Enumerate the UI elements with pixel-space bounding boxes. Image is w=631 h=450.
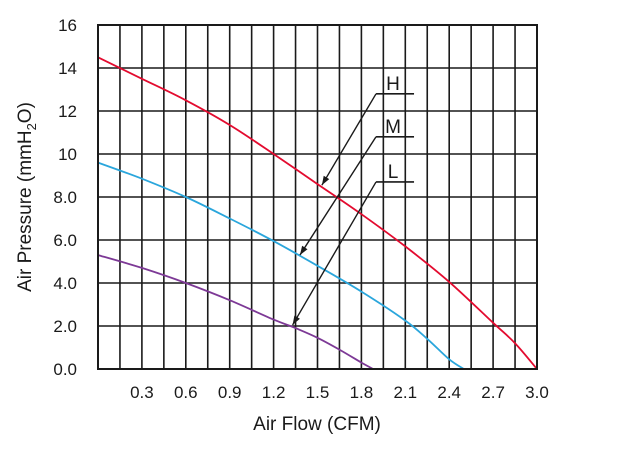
y-tick-label: 16 [58,16,77,35]
series-label-l: L [388,162,399,183]
series-label-h: H [386,74,400,95]
y-tick-label: 14 [58,59,77,78]
series-arrowhead-m [299,245,308,256]
series-arrowhead-l [292,315,300,325]
x-tick-label: 0.3 [130,383,154,402]
y-axis-title-suffix: O) [15,102,36,123]
x-axis-title: Air Flow (CFM) [253,414,381,435]
x-tick-label: 2.7 [481,383,505,402]
x-tick-label: 2.4 [437,383,461,402]
y-axis-title-subscript: 2 [24,123,39,130]
x-tick-label: 0.9 [218,383,242,402]
plot-frame [97,24,538,370]
x-tick-label: 1.2 [262,383,286,402]
series-lines [97,56,538,370]
x-tick-label: 2.1 [393,383,417,402]
y-tick-label: 0.0 [53,360,77,379]
series-line-h [97,56,538,370]
series-arrowhead-h [321,175,330,186]
y-tick-label: 8.0 [53,188,77,207]
series-callouts: H M L [292,74,415,326]
y-axis-title-prefix: Air Pressure (mmH [15,130,36,292]
series-line-l [97,254,374,370]
series-leader-l [292,181,377,326]
x-tick-label: 3.0 [525,383,549,402]
y-tick-label: 6.0 [53,231,77,250]
series-leader-m [299,136,377,256]
tick-labels: 0.3 0.6 0.9 1.2 1.5 1.8 2.1 2.4 2.7 3.0 0.0 2.0 4.0 6… [53,16,548,402]
grid [98,25,537,369]
series-leader-h [321,93,377,186]
y-tick-label: 10 [58,145,77,164]
series-label-m: M [385,117,401,138]
y-axis-title: Air Pressure (mmH2O) [15,102,39,292]
y-tick-label: 4.0 [53,274,77,293]
x-tick-label: 1.8 [350,383,374,402]
y-tick-label: 2.0 [53,317,77,336]
x-tick-label: 1.5 [306,383,330,402]
series-line-m [97,161,465,370]
y-tick-label: 12 [58,102,77,121]
x-tick-label: 0.6 [174,383,198,402]
